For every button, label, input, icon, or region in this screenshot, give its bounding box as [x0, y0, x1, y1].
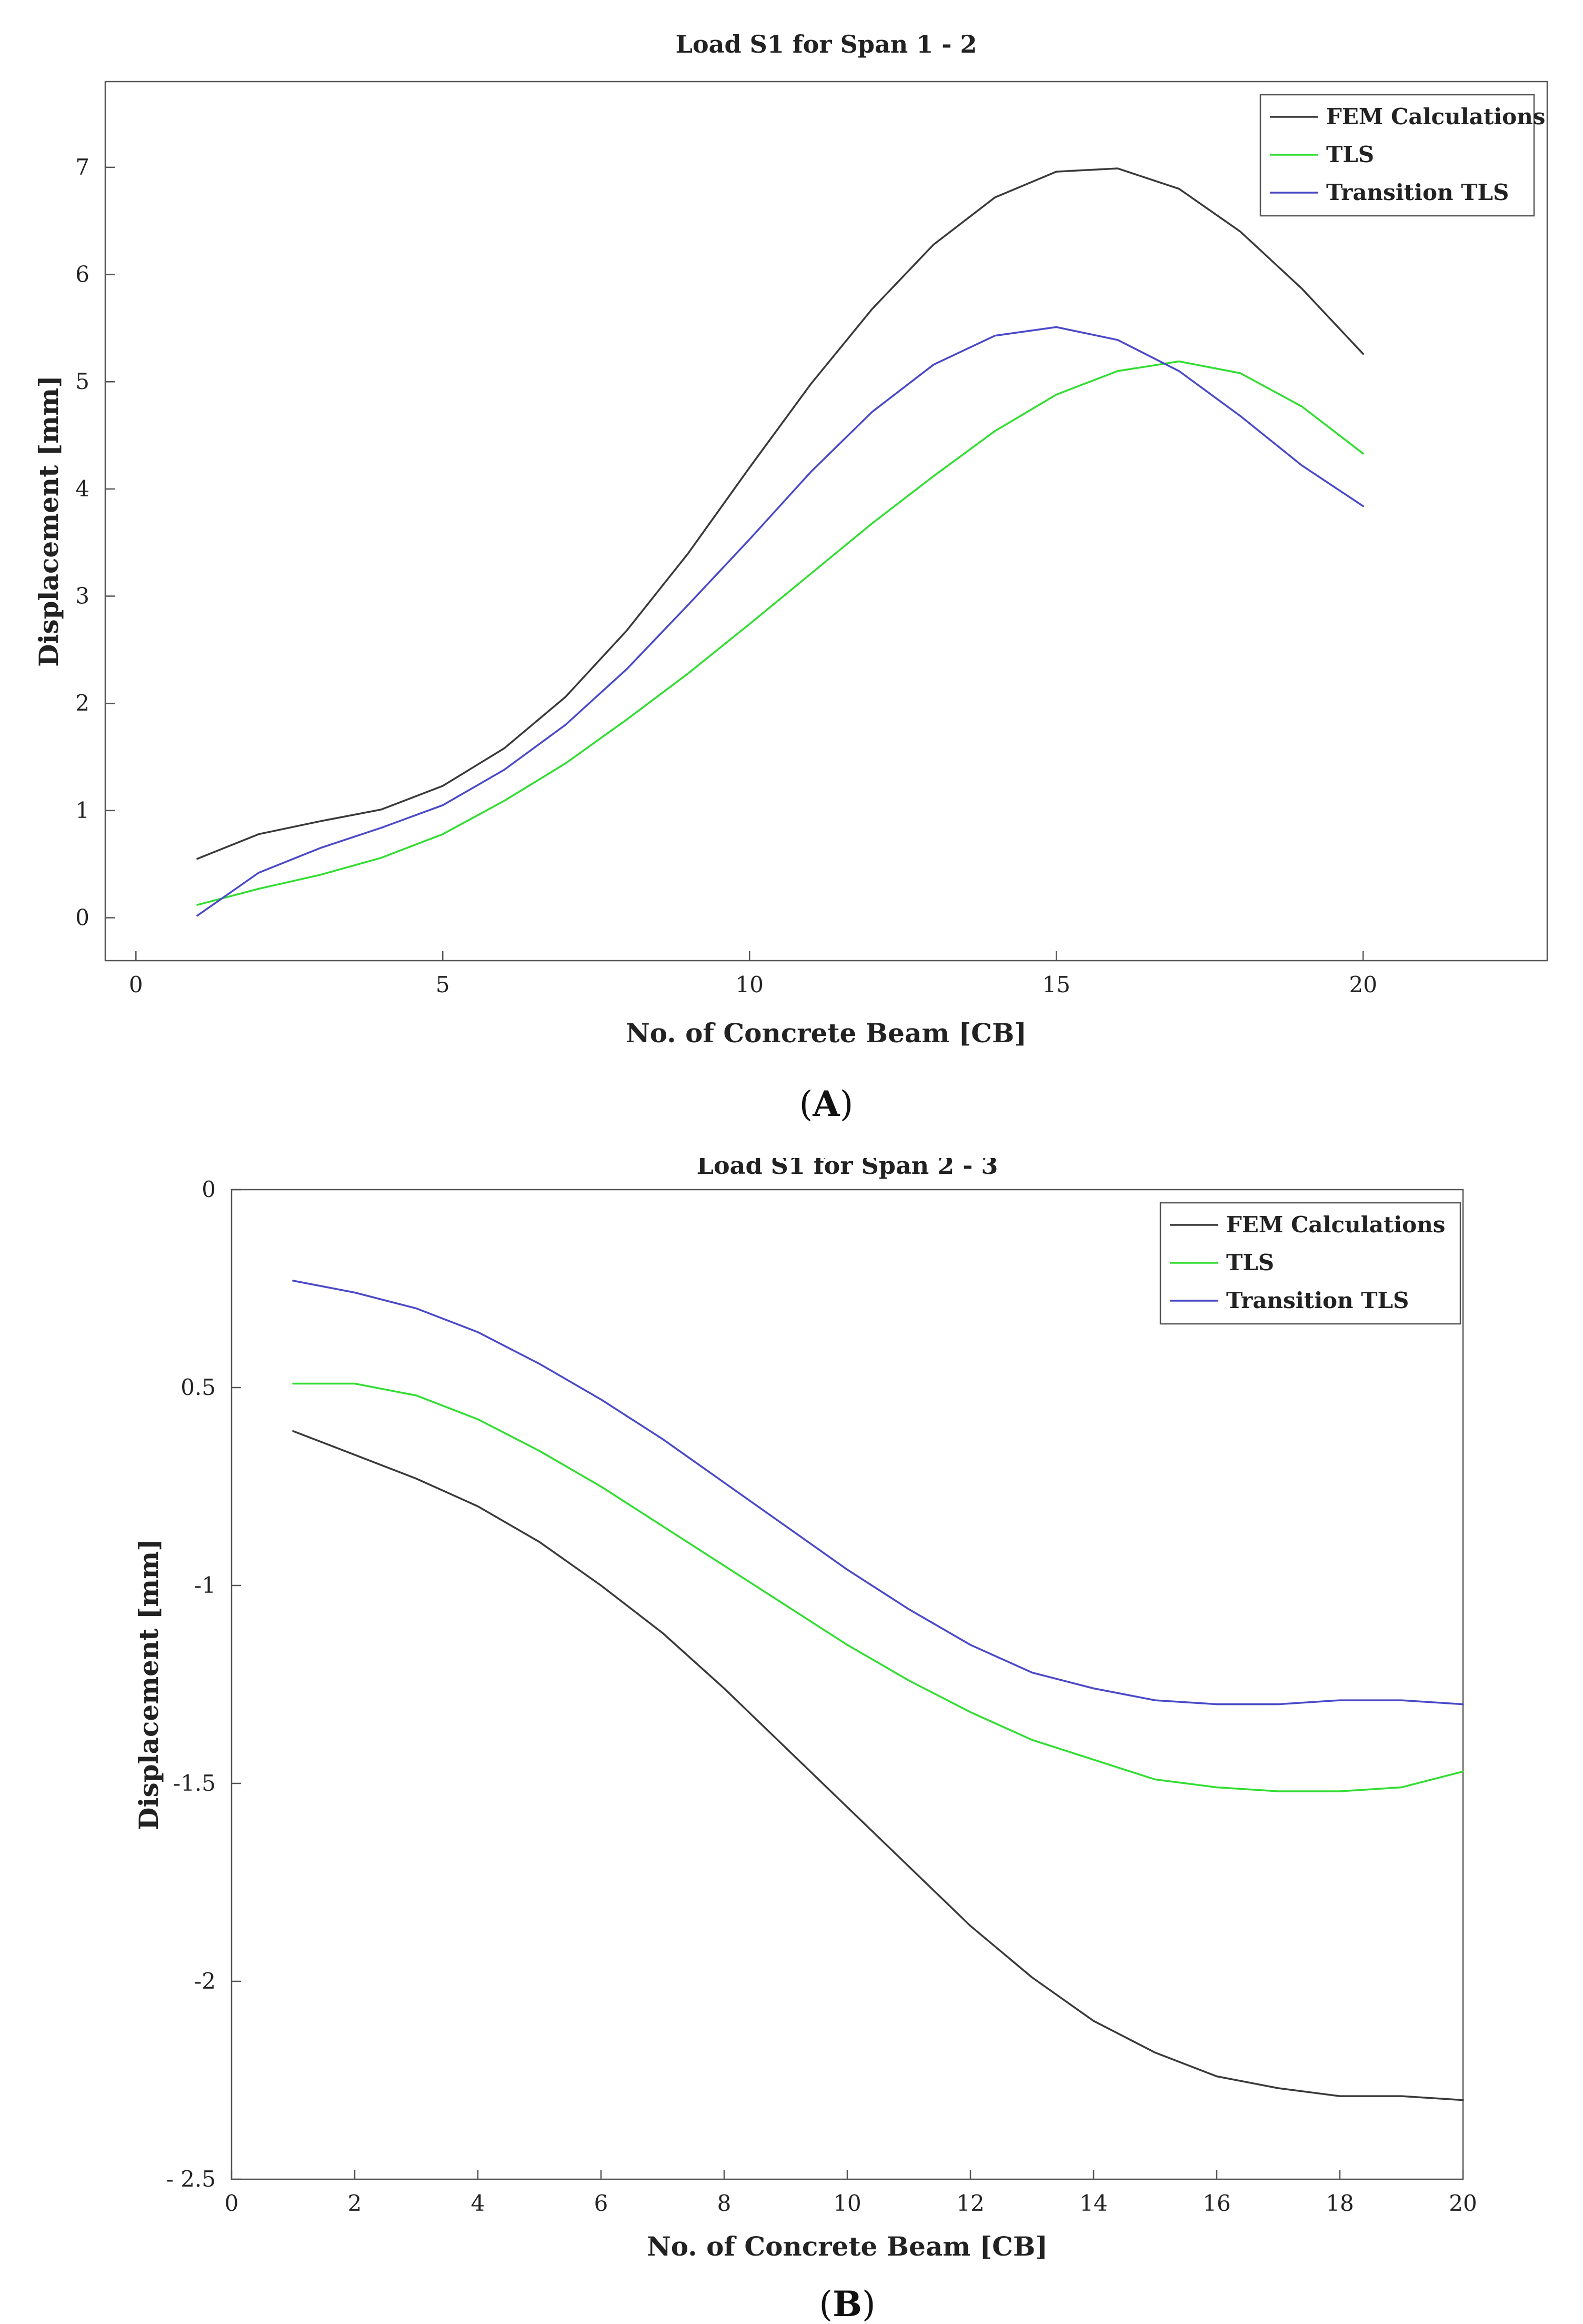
series-line-fem-calculations — [196, 167, 1364, 860]
x-tick-label: 20 — [1449, 2190, 1477, 2216]
y-tick-label: 5 — [75, 368, 89, 394]
y-tick-label: -1.5 — [173, 1770, 216, 1796]
y-tick-label: 3 — [75, 583, 89, 609]
y-tick-label: 6 — [75, 262, 89, 287]
legend-entry: FEM Calculations — [1326, 104, 1545, 129]
series-line-transition-tls — [292, 1280, 1464, 1705]
x-tick-label: 0 — [225, 2190, 239, 2216]
series-line-tls — [196, 360, 1364, 906]
x-tick-label: 2 — [348, 2190, 362, 2216]
y-tick-label: - 2.5 — [166, 2166, 216, 2192]
x-tick-label: 8 — [717, 2190, 732, 2216]
x-tick-label: 18 — [1326, 2190, 1354, 2216]
x-tick-label: 6 — [594, 2190, 608, 2216]
y-tick-label: -1 — [194, 1572, 216, 1598]
chart-title: Load S1 for Span 1 - 2 — [676, 30, 977, 58]
y-tick-label: 0 — [75, 905, 89, 931]
x-axis-label: No. of Concrete Beam [CB] — [647, 2231, 1048, 2262]
x-tick-label: 12 — [956, 2190, 984, 2216]
x-tick-label: 20 — [1349, 972, 1377, 998]
legend-entry: TLS — [1326, 142, 1374, 167]
chart-title: Load S1 for Span 2 - 3 — [697, 1158, 998, 1180]
panel-label: (A) — [799, 1083, 854, 1124]
chart-a: Load S1 for Span 1 - 2 0 5 10 15 20 0 1 2 3 4 5 6 7 No… — [33, 30, 1548, 1124]
y-tick-label: 4 — [75, 476, 89, 502]
x-tick-label: 0 — [129, 972, 143, 998]
y-tick-label: -2 — [194, 1968, 216, 1994]
x-tick-label: 10 — [833, 2190, 861, 2216]
x-tick-label: 14 — [1079, 2190, 1107, 2216]
y-tick-label: 0.5 — [181, 1374, 216, 1400]
legend-entry: TLS — [1226, 1250, 1274, 1275]
y-tick-label: 1 — [75, 797, 89, 823]
x-axis-label: No. of Concrete Beam [CB] — [626, 1018, 1027, 1049]
x-tick-label: 10 — [736, 972, 764, 998]
series-line-tls — [292, 1382, 1464, 1792]
y-tick-label: 7 — [75, 154, 89, 180]
x-tick-label: 16 — [1203, 2190, 1230, 2216]
y-tick-label: 0 — [202, 1176, 216, 1202]
x-tick-label: 5 — [436, 972, 450, 998]
legend-entry: Transition TLS — [1226, 1288, 1409, 1313]
x-tick-label: 4 — [471, 2190, 485, 2216]
x-tick-label: 15 — [1043, 972, 1070, 998]
series-line-fem-calculations — [292, 1430, 1464, 2101]
chart-b: Load S1 for Span 2 - 3 0 2 4 6 8 10 12 14 16 18 20 0… — [133, 1158, 1477, 2324]
legend-entry: FEM Calculations — [1226, 1212, 1445, 1238]
legend-entry: Transition TLS — [1326, 179, 1509, 205]
y-tick-label: 2 — [75, 690, 89, 716]
y-axis-label: Displacement [mm] — [133, 1539, 164, 1830]
panel-label: (B) — [819, 2283, 875, 2324]
plot-frame — [104, 81, 1548, 962]
series-line-transition-tls — [196, 326, 1364, 917]
y-axis-label: Displacement [mm] — [33, 375, 64, 667]
plot-frame — [231, 1189, 1464, 2180]
